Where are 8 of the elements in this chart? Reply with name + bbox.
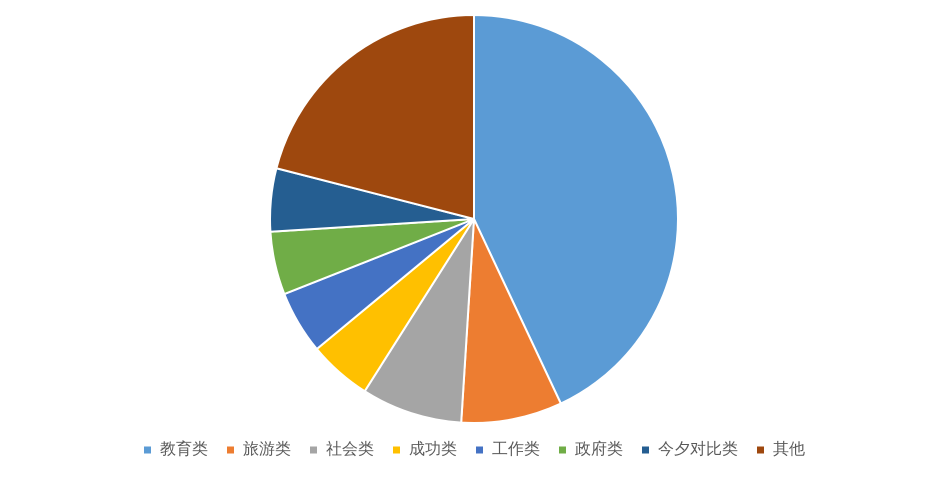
legend-label: 社会类 xyxy=(326,439,374,458)
legend-label: 其他 xyxy=(773,439,805,458)
legend-label: 政府类 xyxy=(575,439,623,458)
legend-label: 工作类 xyxy=(492,439,540,458)
legend-label: 成功类 xyxy=(409,439,457,458)
legend-label: 教育类 xyxy=(160,439,208,458)
legend-label: 今夕对比类 xyxy=(658,439,738,458)
legend-label: 旅游类 xyxy=(243,439,291,458)
